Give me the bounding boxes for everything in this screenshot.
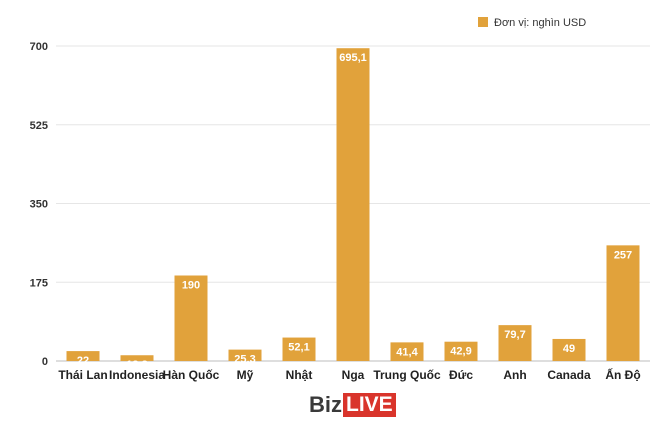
x-category-label: Trung Quốc — [373, 368, 441, 382]
bar — [282, 337, 316, 361]
y-tick-label: 700 — [30, 41, 48, 53]
legend: Đơn vị: nghìn USD — [478, 17, 586, 29]
logo-live: LIVE — [343, 393, 396, 417]
x-category-label: Nga — [342, 368, 365, 382]
bar — [444, 341, 478, 361]
x-category-label: Ấn Độ — [605, 367, 640, 382]
bizlive-logo: Biz LIVE — [309, 393, 396, 417]
bar-value-label: 190 — [182, 280, 200, 292]
bar — [174, 275, 208, 361]
bar-value-label: 257 — [614, 249, 632, 261]
bar — [66, 351, 100, 361]
x-category-label: Đức — [449, 368, 473, 382]
bar — [606, 245, 640, 361]
bar-value-label: 22 — [77, 355, 89, 367]
x-category-label: Hàn Quốc — [163, 368, 220, 382]
bar — [228, 349, 262, 361]
bar — [498, 325, 532, 361]
legend-swatch — [478, 17, 488, 27]
bar-value-label: 49 — [563, 343, 575, 355]
x-category-label: Nhật — [286, 368, 313, 382]
y-tick-label: 175 — [30, 277, 48, 289]
x-category-label: Mỹ — [237, 368, 254, 382]
bar — [336, 48, 370, 362]
x-category-label: Thái Lan — [58, 368, 107, 382]
data-labels: 22 12,8 190 25,3 52,1 695,1 41,4 42,9 79,7 49 257 — [77, 52, 632, 371]
y-tick-label: 525 — [30, 120, 48, 132]
bar-value-label: 79,7 — [504, 329, 525, 341]
x-category-label: Canada — [547, 368, 591, 382]
bar — [390, 342, 424, 361]
x-category-label: Indonesia — [109, 368, 165, 382]
bar — [120, 355, 154, 361]
legend-label: Đơn vị: nghìn USD — [494, 17, 586, 29]
bar-value-label: 25,3 — [234, 354, 255, 366]
bar-value-label: 42,9 — [450, 346, 471, 358]
y-axis-ticks: 0 175 350 525 700 — [30, 41, 48, 368]
x-category-label: Anh — [503, 368, 526, 382]
bar — [552, 338, 586, 361]
y-tick-label: 0 — [42, 356, 48, 368]
bar-value-label: 52,1 — [288, 342, 309, 354]
bars — [66, 48, 640, 362]
logo-biz: Biz — [309, 392, 342, 417]
bar-value-label: 695,1 — [339, 52, 367, 64]
bar-value-label: 12,8 — [126, 359, 147, 371]
y-tick-label: 350 — [30, 199, 48, 211]
bar-value-label: 41,4 — [396, 346, 418, 358]
